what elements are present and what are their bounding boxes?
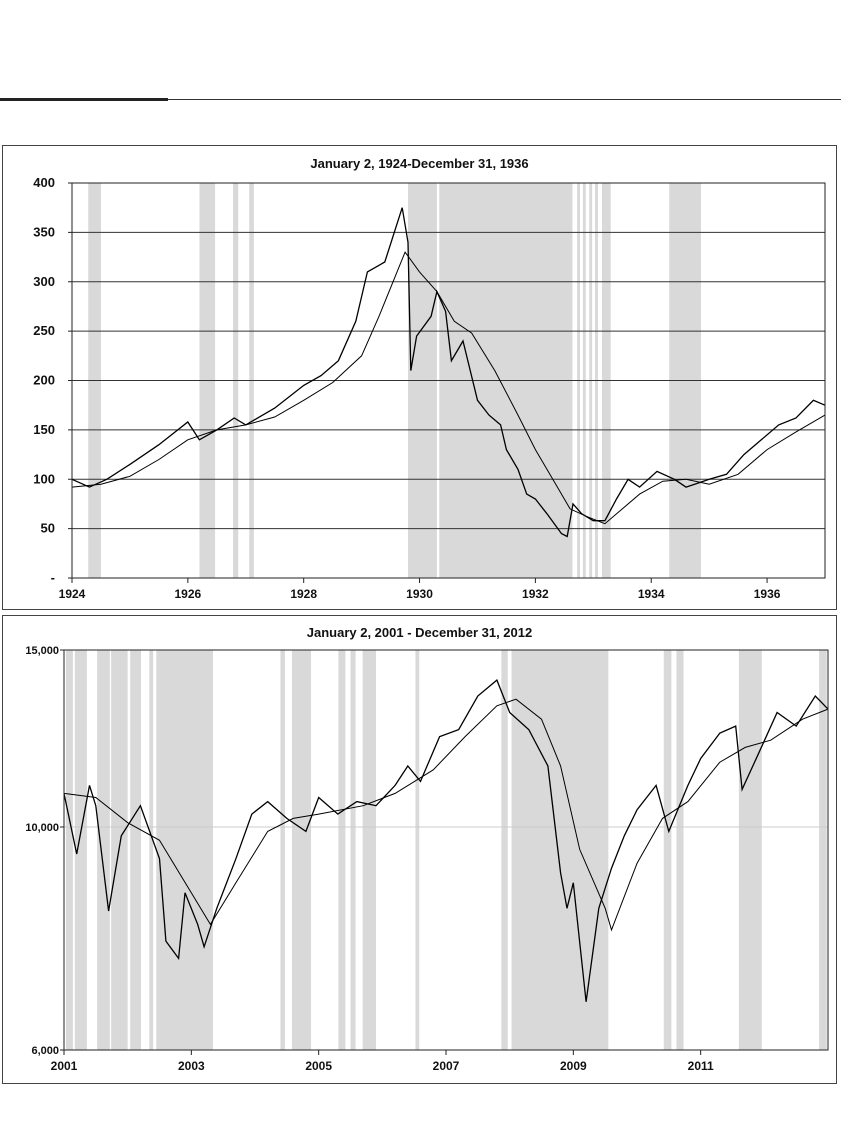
shaded-period: [130, 650, 142, 1050]
x-tick-label: 1924: [59, 587, 86, 601]
chart-panel-2001-2012: January 2, 2001 - December 31, 2012 6,00…: [2, 615, 837, 1084]
x-tick-label: 1936: [754, 587, 781, 601]
y-tick-label: 150: [33, 422, 55, 437]
chart-svg: - 50 100 150 200 250 300 350 400 1924 1926 1928 1930…: [33, 175, 826, 601]
shaded-period: [676, 650, 684, 1050]
plot-area-border: [71, 182, 826, 579]
shaded-period: [74, 650, 87, 1050]
series-price: [63, 679, 829, 1002]
header-rule-thin: [168, 99, 841, 100]
chart-svg: 6,000 10,000 15,000 2001 2003 2005 2007 2009 201…: [25, 645, 829, 1073]
x-tick-label: 1928: [290, 587, 317, 601]
y-tick-label: 200: [33, 373, 55, 388]
x-tick-label: 1930: [406, 587, 433, 601]
y-tick-label: 250: [33, 323, 55, 338]
shaded-period: [415, 650, 420, 1050]
x-tick-label: 1934: [638, 587, 665, 601]
shaded-period: [280, 650, 285, 1050]
shaded-period: [663, 650, 672, 1050]
chart-panel-1924-1936: January 2, 1924-December 31, 1936 - 50 100…: [2, 145, 837, 610]
x-tick-label: 2009: [560, 1059, 587, 1073]
y-tick-label: 6,000: [31, 1045, 59, 1057]
shaded-period: [97, 650, 110, 1050]
shaded-period: [501, 650, 508, 1050]
y-tick-label: 15,000: [25, 645, 59, 657]
shaded-period: [149, 650, 154, 1050]
chart-title: January 2, 1924-December 31, 1936: [310, 156, 529, 171]
series-moving-average: [71, 251, 826, 525]
y-tick-label: -: [51, 570, 55, 585]
shaded-period: [350, 650, 356, 1050]
x-tick-label: 2007: [433, 1059, 460, 1073]
y-tick-label: 50: [41, 521, 55, 536]
x-tick-label: 2005: [305, 1059, 332, 1073]
shaded-period: [291, 650, 312, 1050]
shaded-period: [738, 650, 762, 1050]
y-tick-label: 300: [33, 274, 55, 289]
series-moving-average: [63, 698, 829, 932]
plot-area-border: [63, 649, 829, 1051]
x-tick-label: 1926: [174, 587, 201, 601]
shaded-period: [819, 650, 827, 1050]
shaded-period: [511, 650, 609, 1050]
shaded-period: [338, 650, 346, 1050]
x-tick-label: 2003: [178, 1059, 205, 1073]
header-rule-thick: [0, 98, 168, 101]
shaded-period: [362, 650, 376, 1050]
y-tick-label: 350: [33, 224, 55, 239]
y-tick-label: 10,000: [25, 822, 59, 834]
y-tick-label: 100: [33, 471, 55, 486]
y-tick-label: 400: [33, 175, 55, 190]
chart-title: January 2, 2001 - December 31, 2012: [306, 625, 533, 640]
shaded-period: [65, 650, 73, 1050]
x-tick-label: 2001: [51, 1059, 78, 1073]
x-tick-label: 1932: [522, 587, 549, 601]
x-tick-label: 2011: [688, 1059, 714, 1073]
